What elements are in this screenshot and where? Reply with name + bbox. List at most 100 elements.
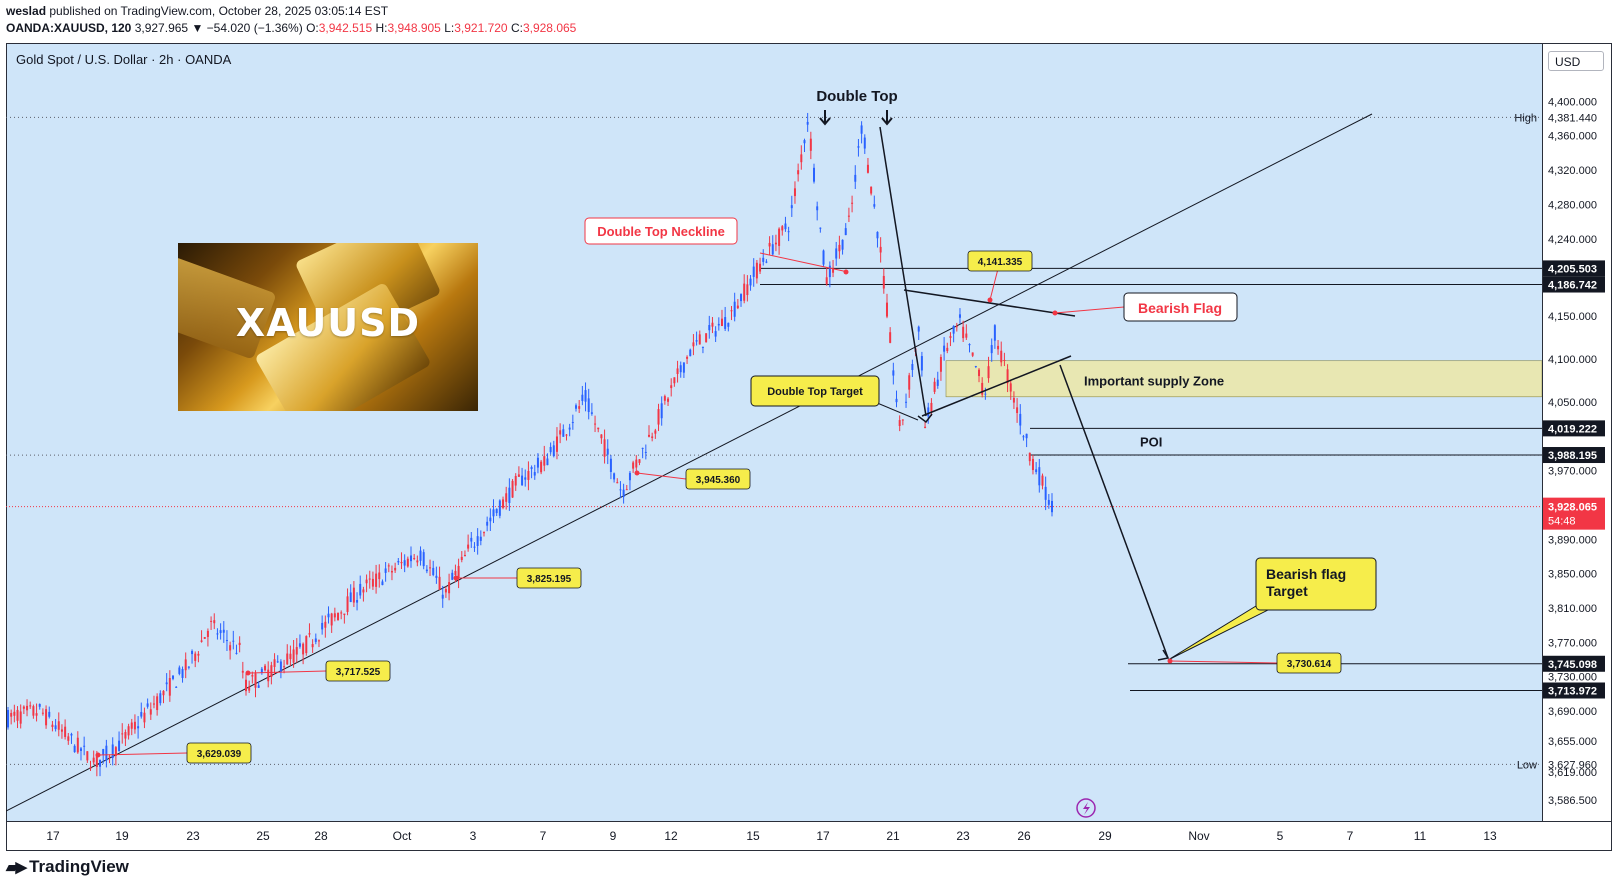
candle-body [267, 669, 270, 682]
time-axis[interactable] [6, 821, 1612, 851]
neckline-connector [759, 252, 849, 273]
tradingview-logo[interactable]: ▰▶ TradingView [6, 857, 129, 877]
candle-body [778, 228, 781, 246]
candle-body [533, 472, 536, 476]
open-label: O: [306, 21, 319, 35]
candle-body [425, 569, 428, 572]
low-label: Low [1517, 759, 1537, 771]
candle-body [432, 567, 435, 575]
candle-body [89, 767, 92, 769]
y-tick-label: 3,810.000 [1548, 603, 1597, 615]
candle-body [825, 277, 828, 285]
candle-body [378, 572, 381, 580]
candle-body [885, 302, 888, 317]
candle-body [317, 640, 320, 642]
candle-body [352, 587, 355, 603]
candle-body [292, 649, 295, 663]
candle-body [276, 661, 279, 663]
candle-body [743, 283, 746, 301]
price-label-box [516, 567, 582, 589]
candle-body [308, 633, 311, 635]
candle-body [457, 565, 460, 578]
candle-body [390, 571, 393, 573]
candle-body [749, 278, 752, 286]
double-top-target-callout [750, 375, 880, 407]
candle-body [327, 613, 330, 618]
candle-body [790, 205, 793, 209]
x-tick-label: 17 [46, 829, 60, 843]
candle-body [48, 711, 51, 717]
candle-body [172, 675, 175, 679]
candle-body [210, 620, 213, 622]
y-tick-label: 3,850.000 [1548, 569, 1597, 581]
candle-body [952, 325, 955, 334]
candle-body [597, 427, 600, 430]
candle-body [917, 326, 920, 332]
candle-body [740, 294, 743, 302]
candle-body [99, 759, 102, 767]
price-label-dot [987, 297, 993, 303]
price-label-dot [95, 752, 101, 758]
double-top-arrow-icon [881, 110, 893, 126]
candle-body [619, 489, 622, 491]
candle-body [559, 430, 562, 435]
candle-body [530, 467, 533, 470]
price-label-dot [1167, 658, 1173, 664]
candle-body [997, 345, 1000, 350]
candle-body [340, 612, 343, 614]
candle-body [724, 317, 727, 329]
currency-selector[interactable]: USD [1548, 51, 1604, 71]
candle-body [184, 659, 187, 671]
candle-body [435, 575, 438, 578]
candle-body [584, 390, 587, 402]
candle-body [35, 713, 38, 716]
x-tick-label: 17 [816, 829, 830, 843]
x-tick-label: 28 [314, 829, 328, 843]
candle-body [555, 436, 558, 452]
candle-body [978, 369, 981, 377]
candle-body [838, 244, 841, 252]
candle-body [866, 164, 869, 173]
candle-body [324, 621, 327, 628]
candle-body [860, 125, 863, 134]
x-tick-label: Nov [1188, 829, 1209, 843]
price-label-box [1276, 652, 1342, 674]
candle-body [146, 703, 149, 707]
candle-body [41, 712, 44, 714]
candle-body [54, 725, 57, 730]
candle-body [822, 250, 825, 265]
price-label-box [186, 742, 252, 764]
candle-body [571, 422, 574, 424]
candle-body [1047, 499, 1050, 505]
candle-body [219, 630, 222, 634]
candle-body [298, 643, 301, 647]
candle-body [321, 622, 324, 630]
candle-body [206, 630, 209, 637]
candle-body [251, 675, 254, 677]
candle-body [971, 352, 974, 356]
candle-body [473, 546, 476, 548]
candle-body [806, 121, 809, 125]
candle-body [489, 517, 492, 522]
price-label-box [325, 660, 391, 682]
candle-body [492, 509, 495, 517]
candle-body [441, 594, 444, 599]
candle-body [1006, 369, 1009, 384]
candle-body [124, 732, 127, 739]
candle-body [543, 456, 546, 466]
candle-body [682, 362, 685, 373]
x-tick-label: 19 [115, 829, 129, 843]
published-text: published on TradingView.com, October 28… [49, 4, 389, 18]
publisher-name[interactable]: weslad [6, 4, 47, 18]
candle-body [286, 653, 289, 665]
candle-body [460, 556, 463, 561]
candle-body [95, 754, 98, 768]
price-label-value: 3,945.360 [696, 475, 741, 486]
candle-body [800, 154, 803, 163]
candle-body [105, 745, 108, 761]
candle-body [305, 636, 308, 654]
level-price-value: 4,019.222 [1548, 423, 1597, 435]
chart-plot-area[interactable] [6, 43, 1542, 821]
candle-body [241, 670, 244, 673]
candle-body [482, 532, 485, 534]
